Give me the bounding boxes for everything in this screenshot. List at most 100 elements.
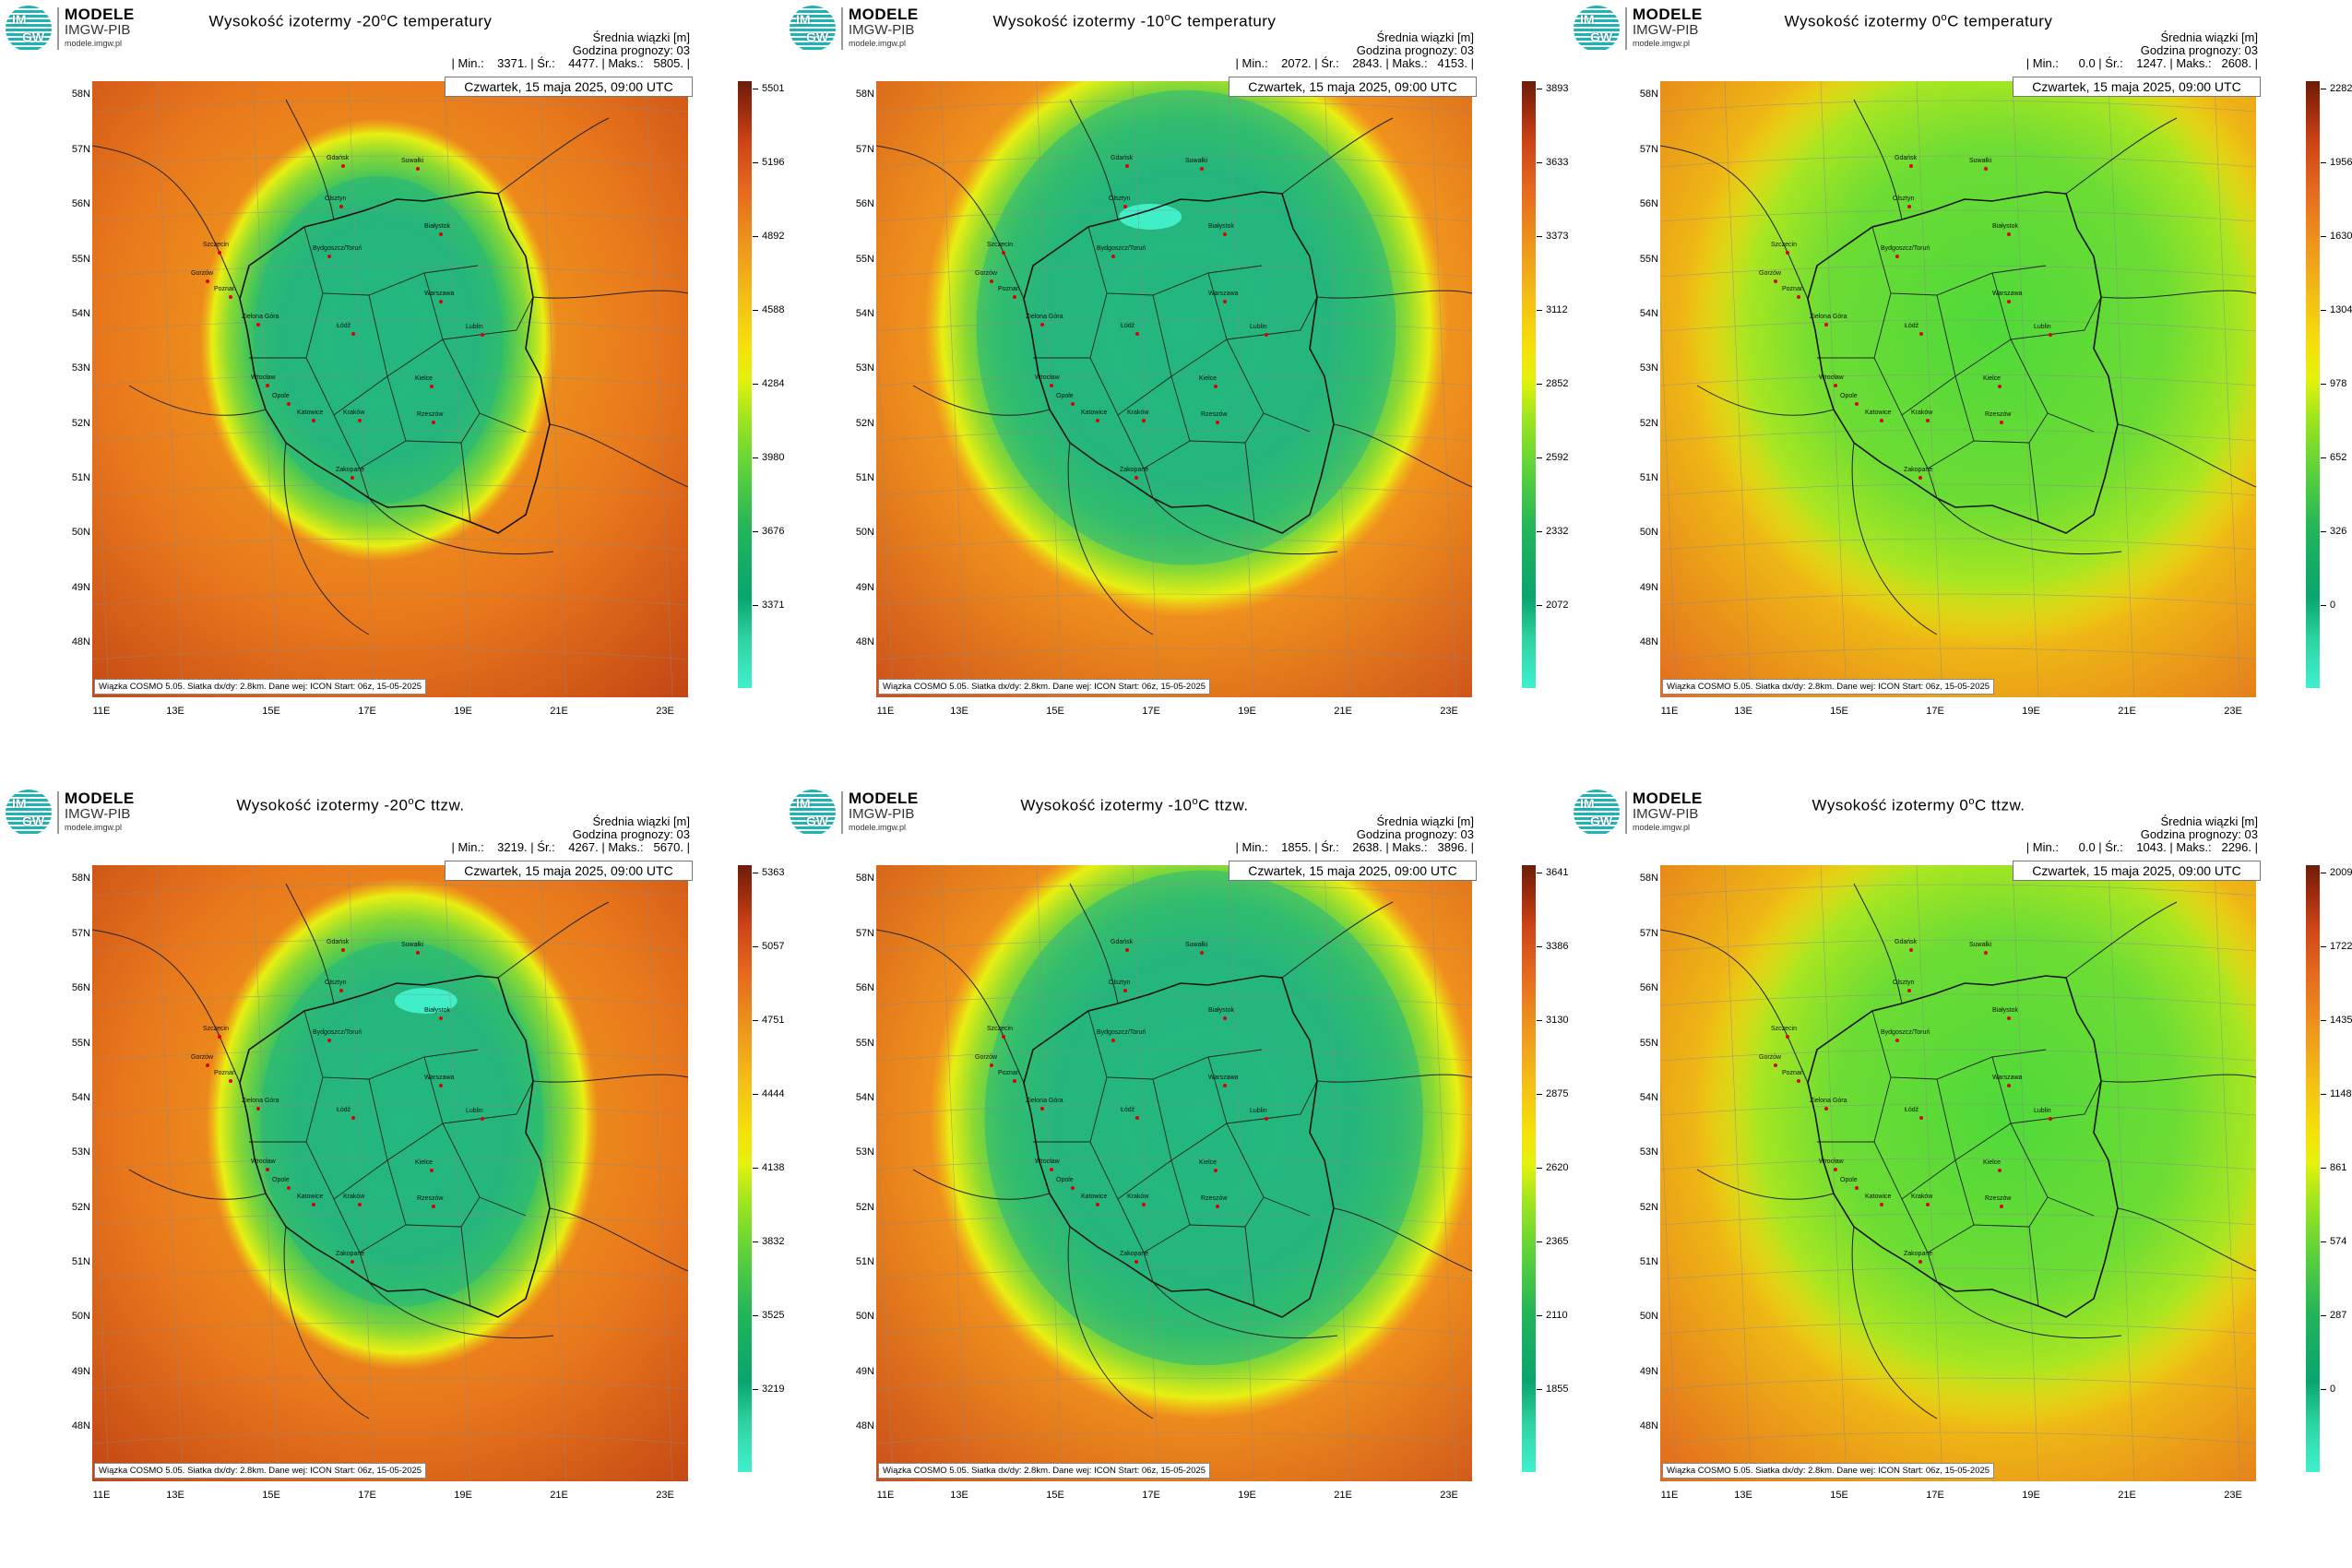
city-dot <box>481 333 484 337</box>
city-dot <box>1096 419 1099 422</box>
city-label: Wrocław <box>1035 1158 1060 1165</box>
colorbar-label: 3371 <box>762 600 785 611</box>
info-lead: Godzina prognozy: 03 <box>572 43 690 57</box>
voivodeship-border <box>1873 1078 1956 1200</box>
imgw-logo[interactable]: IM GW MODELE IMGW-PIB modele.imgw.pl <box>6 790 190 837</box>
colorbar-tick <box>1537 1241 1542 1242</box>
city-dot <box>1797 1079 1800 1083</box>
voivodeship-border <box>1143 1252 1154 1283</box>
lat-tick-label: 55N <box>1639 1038 1658 1049</box>
city-label: Białystok <box>1208 223 1235 230</box>
map-area[interactable]: Gdańsk Suwałki Olsztyn Białystok Szczecin Byd… <box>876 81 1472 697</box>
colorbar-tick <box>753 236 758 237</box>
country-border <box>2117 1207 2256 1272</box>
map-area[interactable]: Gdańsk Suwałki Olsztyn Białystok Szczecin Byd… <box>1660 81 2256 697</box>
lon-tick-label: 19E <box>2022 706 2040 717</box>
title-degree: o <box>1192 796 1199 807</box>
city-label: Katowice <box>1081 1194 1108 1200</box>
colorbar-tick <box>1537 1389 1542 1390</box>
city-dot <box>1880 419 1883 422</box>
info-lead: Godzina prognozy: 03 <box>1356 827 1474 841</box>
map-area[interactable]: Gdańsk Suwałki Olsztyn Białystok Szczecin Byd… <box>876 865 1472 1481</box>
panel-title: Wysokość izotermy -20oC temperatury <box>166 12 535 31</box>
city-label: Zielona Góra <box>1810 1098 1847 1104</box>
map-area[interactable]: Gdańsk Suwałki Olsztyn Białystok Szczecin Byd… <box>1660 865 2256 1481</box>
forecast-info: Średnia wiązki [m] Godzina prognozy: 03 | … <box>2026 815 2258 854</box>
lat-tick-label: 55N <box>855 254 874 265</box>
city-label: Warszawa <box>424 291 455 297</box>
voivodeship-border <box>1117 375 1191 469</box>
country-border <box>285 99 335 220</box>
city-dot <box>1907 205 1911 208</box>
colorbar-tick <box>753 1389 758 1390</box>
city-dot <box>312 1203 315 1206</box>
city-dot <box>432 1205 435 1208</box>
stats-line: | Min.: 2072. | Śr.: 2843. | Maks.: 4153… <box>1235 56 1474 70</box>
latitude-line <box>1660 884 2256 897</box>
city-dot <box>266 1168 269 1171</box>
title-degree: o <box>1941 12 1948 23</box>
poland-border <box>239 191 551 534</box>
panel-title: Wysokość izotermy 0oC ttzw. <box>1734 796 2103 815</box>
lon-tick-label: 13E <box>950 706 968 717</box>
city-dot <box>2007 1016 2011 1020</box>
lat-tick-label: 49N <box>1639 1366 1658 1377</box>
colorbar-tick <box>1537 1020 1542 1021</box>
city-label: Poznań <box>998 286 1020 292</box>
colorbar-tick <box>1537 457 1542 458</box>
colorbar-label: 652 <box>2330 452 2347 463</box>
imgw-logo[interactable]: IM GW MODELE IMGW-PIB modele.imgw.pl <box>1574 6 1758 53</box>
lat-tick-label: 54N <box>1639 1092 1658 1103</box>
colorbar-tick <box>2321 946 2326 947</box>
voivodeship-border <box>1089 294 1172 416</box>
city-label: Gorzów <box>1759 270 1782 277</box>
title-prefix: Wysokość izotermy -20 <box>236 796 409 814</box>
longitude-line <box>646 81 673 697</box>
imgw-logo[interactable]: IM GW MODELE IMGW-PIB modele.imgw.pl <box>790 790 974 837</box>
lat-tick-label: 56N <box>71 982 90 993</box>
imgw-logo[interactable]: IM GW MODELE IMGW-PIB modele.imgw.pl <box>6 6 190 53</box>
map-area[interactable]: Gdańsk Suwałki Olsztyn Białystok Szczecin Byd… <box>92 81 688 697</box>
date-label: Czwartek, 15 maja 2025, 09:00 UTC <box>445 77 693 97</box>
city-dot <box>1223 1084 1227 1087</box>
lat-tick-label: 53N <box>855 1146 874 1158</box>
latitude-line <box>1660 993 2256 1006</box>
country-border <box>497 117 610 195</box>
poland-border <box>1023 191 1335 534</box>
lat-tick-label: 48N <box>1639 1420 1658 1431</box>
voivodeship-border <box>2010 296 2102 340</box>
colorbar-label: 861 <box>2330 1162 2347 1173</box>
city-label: Lublin <box>466 324 483 330</box>
colorbar-label: 2620 <box>1546 1162 1569 1173</box>
country-border <box>1851 442 1938 636</box>
city-dot <box>1855 1186 1859 1190</box>
voivodeship-border <box>1244 1226 1255 1307</box>
country-border <box>2100 1074 2256 1083</box>
lat-tick-label: 48N <box>71 636 90 647</box>
info-lead: Godzina prognozy: 03 <box>2140 43 2258 57</box>
lat-tick-label: 48N <box>855 636 874 647</box>
latitude-line <box>876 1431 1472 1444</box>
info-title: Średnia wiązki [m] <box>1376 814 1474 828</box>
imgw-logo[interactable]: IM GW MODELE IMGW-PIB modele.imgw.pl <box>1574 790 1758 837</box>
panel-title: Wysokość izotermy -10oC temperatury <box>950 12 1319 31</box>
imgw-logo[interactable]: IM GW MODELE IMGW-PIB modele.imgw.pl <box>790 6 974 53</box>
title-degree: o <box>1968 796 1976 807</box>
lon-tick-label: 19E <box>454 706 472 717</box>
city-label: Opole <box>1056 1177 1074 1183</box>
logo-title: MODELE <box>849 790 919 807</box>
city-label: Bydgoszcz/Toruń <box>1097 1029 1146 1036</box>
info-title: Średnia wiązki [m] <box>592 814 690 828</box>
lat-tick-label: 55N <box>855 1038 874 1049</box>
logo-divider <box>57 791 59 834</box>
city-dot <box>481 1117 484 1121</box>
chart-panel: IM GW MODELE IMGW-PIB modele.imgw.pl Wysokość… <box>0 784 784 1568</box>
city-dot <box>1040 323 1044 327</box>
longitude-line <box>2012 865 2039 1481</box>
stats-line: | Min.: 0.0 | Śr.: 1247. | Maks.: 2608. … <box>2025 56 2258 70</box>
map-area[interactable]: Gdańsk Suwałki Olsztyn Białystok Szczecin Byd… <box>92 865 688 1481</box>
city-label: Gdańsk <box>1111 939 1134 945</box>
country-border <box>220 1039 241 1084</box>
voivodeship-border <box>1117 1159 1191 1253</box>
latitude-line <box>1660 593 2256 606</box>
